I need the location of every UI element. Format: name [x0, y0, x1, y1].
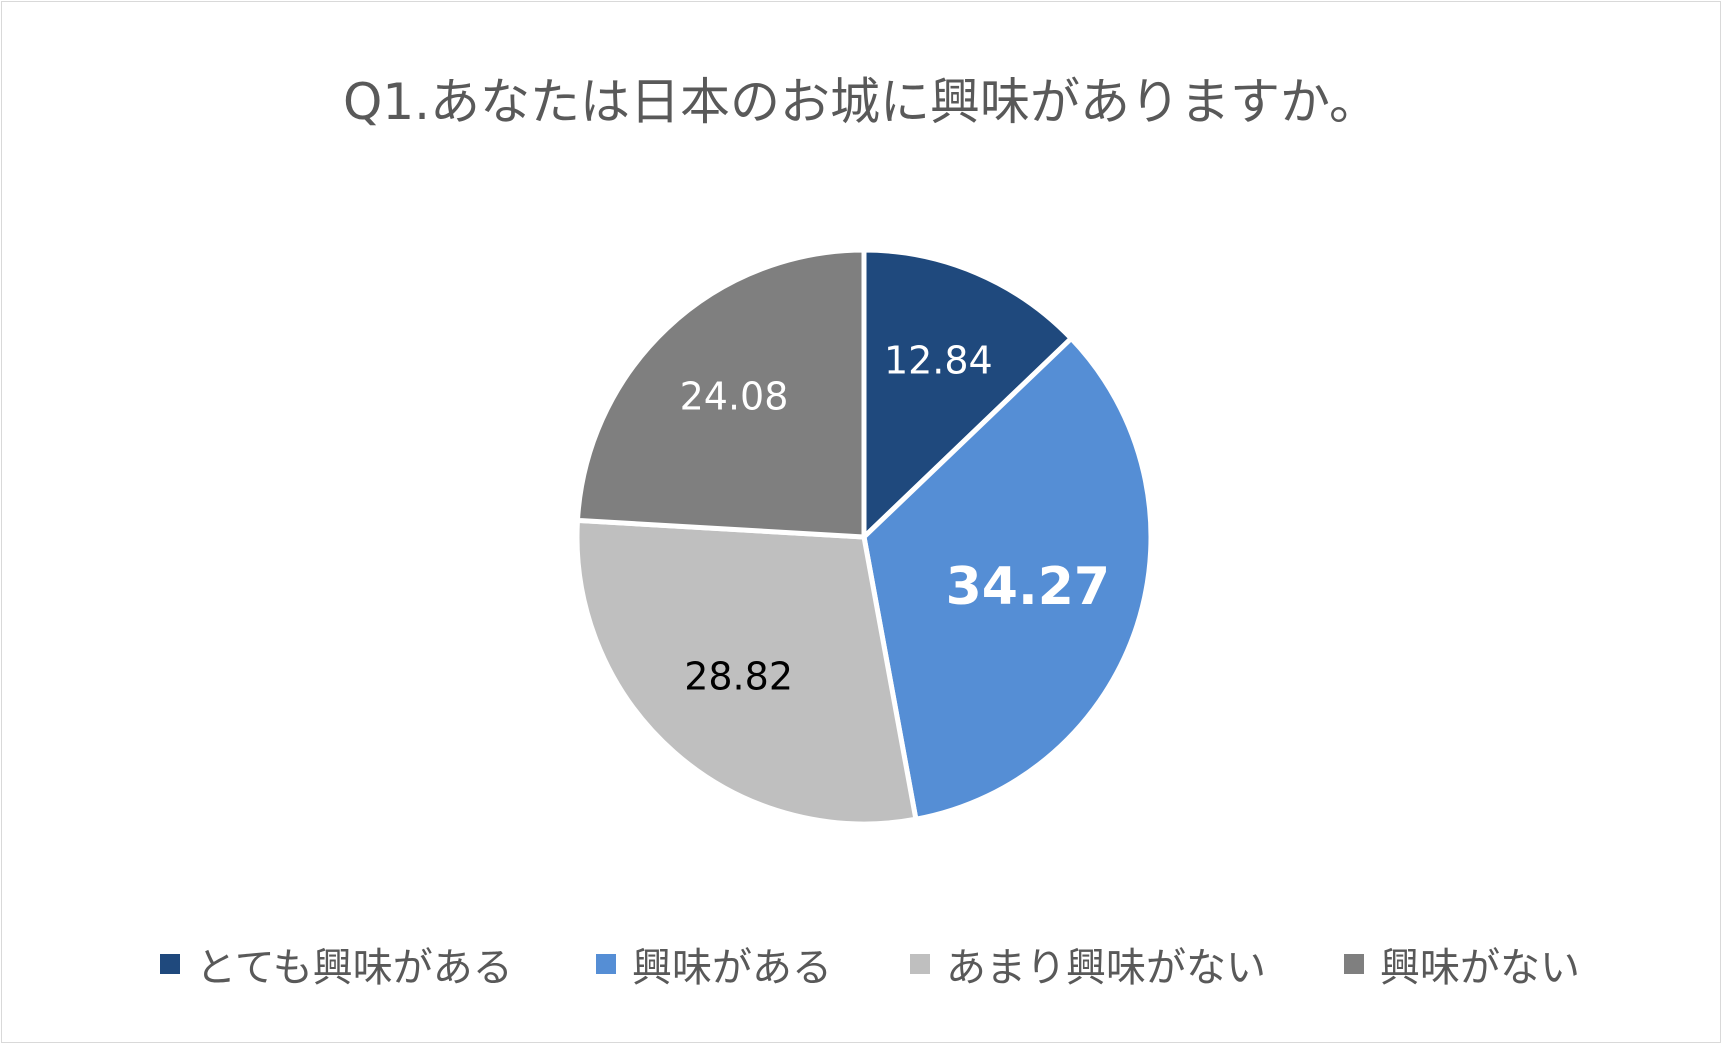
- legend-label-1: 興味がある: [632, 945, 832, 991]
- data-label-not-interested: 24.08: [680, 375, 789, 419]
- legend-swatch-0: [160, 954, 180, 974]
- data-label-very-interested: 12.84: [884, 338, 993, 382]
- legend-label-0: とても興味がある: [196, 945, 513, 991]
- pie-slice-not-interested: [574, 247, 867, 540]
- legend-swatch-1: [596, 954, 616, 974]
- legend-label-2: あまり興味がない: [946, 945, 1266, 991]
- legend: とても興味がある 興味がある あまり興味がない 興味がない: [0, 935, 1724, 995]
- pie-slice-interested: [861, 335, 1154, 822]
- chart-title: Q1.あなたは日本のお城に興味がありますか。: [342, 73, 1380, 131]
- legend-item-3: 興味がない: [1344, 935, 1580, 993]
- legend-item-2: あまり興味がない: [910, 935, 1266, 993]
- data-label-interested: 34.27: [946, 557, 1110, 617]
- pie-slice-not-very-interested: [574, 517, 919, 827]
- legend-swatch-3: [1344, 954, 1364, 974]
- legend-swatch-2: [910, 954, 930, 974]
- legend-label-3: 興味がない: [1380, 945, 1580, 991]
- legend-item-1: 興味がある: [596, 935, 832, 993]
- pie-slice-very-interested: [861, 247, 1074, 540]
- legend-item-0: とても興味がある: [160, 935, 513, 993]
- data-label-not-very-interested: 28.82: [684, 654, 793, 698]
